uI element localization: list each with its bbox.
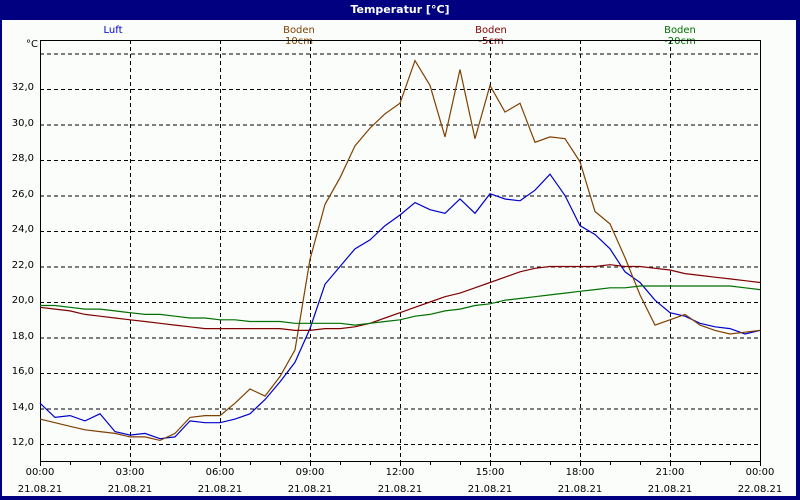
x-tick-date: 21.08.21 — [287, 484, 333, 495]
y-tick-label: 14,0 — [11, 401, 34, 413]
series-line-luft — [39, 173, 761, 440]
y-tick-label: 32,0 — [11, 82, 34, 93]
y-tick-label: 12,0 — [11, 437, 34, 448]
x-tick-time: 18:00 — [565, 467, 595, 478]
x-tick-date: 22.08.21 — [737, 484, 783, 495]
x-tick-time: 06:00 — [205, 467, 235, 478]
series-line-boden-10cm — [39, 59, 761, 442]
x-tick-date: 21.08.21 — [647, 484, 693, 495]
x-tick-time: 00:00 — [25, 467, 55, 478]
legend-item: Boden 10cm — [283, 25, 315, 47]
series-line-boden-20cm — [40, 285, 761, 326]
x-tick-date: 21.08.21 — [17, 484, 63, 495]
y-tick-label: 18,0 — [11, 330, 34, 342]
x-tick-date: 21.08.21 — [467, 484, 513, 495]
y-tick-label: 30,0 — [11, 117, 34, 129]
y-axis-unit: °C — [26, 39, 38, 50]
x-tick-time: 12:00 — [385, 467, 415, 478]
x-tick-date: 21.08.21 — [557, 484, 603, 495]
window-title: Temperatur [°C] — [0, 0, 800, 20]
y-tick-label: 20,0 — [11, 295, 34, 306]
y-tick-label: 26,0 — [11, 188, 34, 200]
legend-item: Boden -20cm — [664, 25, 696, 47]
x-tick-time: 00:00 — [745, 467, 775, 478]
x-tick-time: 15:00 — [475, 467, 505, 478]
x-tick-date: 21.08.21 — [377, 484, 423, 495]
x-tick-time: 09:00 — [295, 467, 325, 478]
y-tick-label: 24,0 — [11, 224, 34, 235]
y-tick-label: 22,0 — [11, 259, 34, 271]
x-tick-date: 21.08.21 — [107, 484, 153, 495]
x-tick-date: 21.08.21 — [197, 484, 243, 495]
legend-item: Luft — [103, 25, 123, 36]
series-line-boden-5cm — [39, 264, 761, 331]
y-tick-label: 16,0 — [11, 366, 34, 377]
x-tick-time: 03:00 — [115, 467, 145, 478]
x-tick-time: 21:00 — [655, 467, 685, 478]
y-tick-label: 28,0 — [11, 153, 34, 164]
chart-panel — [2, 20, 796, 496]
